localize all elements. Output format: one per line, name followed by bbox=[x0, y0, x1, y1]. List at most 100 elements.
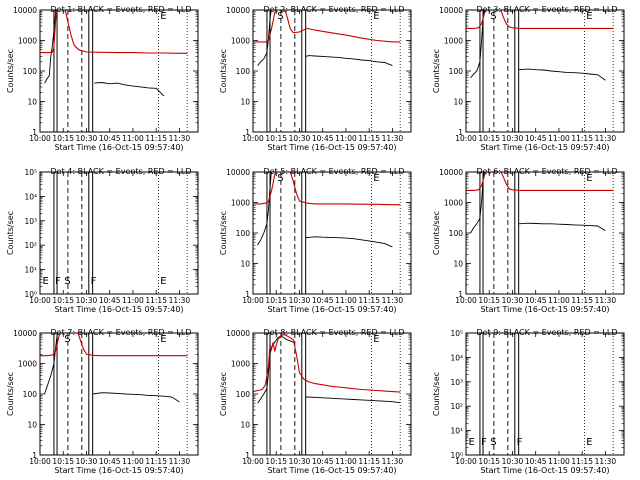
x-tick-label: 10:15 bbox=[52, 134, 74, 143]
x-tick-label: 11:00 bbox=[122, 457, 144, 466]
y-tick-label: 10 bbox=[453, 260, 463, 269]
y-tick-label: 100 bbox=[23, 390, 38, 399]
marker-label: S bbox=[490, 437, 496, 448]
plot-area: E bbox=[466, 172, 614, 294]
events-series-line bbox=[94, 82, 165, 97]
marker-label: F bbox=[517, 437, 523, 448]
panel-det-7: Det 7: BLACK = Events, RED = LLDCounts/s… bbox=[6, 328, 199, 475]
x-tick-label: 11:00 bbox=[335, 457, 357, 466]
y-axis-label: Counts/sec bbox=[6, 372, 15, 416]
marker-label: F bbox=[91, 276, 97, 287]
marker-label: S bbox=[277, 173, 283, 184]
x-axis-label: Start Time (16-Oct-15 09:57:40) bbox=[54, 305, 183, 314]
x-tick-label: 10:15 bbox=[265, 457, 287, 466]
y-tick-label: 10000 bbox=[226, 6, 250, 15]
x-tick-label: 11:15 bbox=[571, 134, 593, 143]
x-tick-label: 11:30 bbox=[382, 296, 404, 305]
y-tick-label: 10000 bbox=[13, 329, 37, 338]
x-tick-label: 11:30 bbox=[169, 296, 191, 305]
y-tick-label: 10000 bbox=[439, 168, 463, 177]
lld-series-line bbox=[40, 333, 188, 357]
x-tick-label: 11:30 bbox=[595, 296, 617, 305]
marker-label: S bbox=[64, 334, 70, 345]
x-tick-label: 10:00 bbox=[455, 457, 477, 466]
events-series-line bbox=[305, 236, 393, 248]
y-axis-label: Counts/sec bbox=[432, 211, 441, 255]
x-tick-label: 10:30 bbox=[289, 457, 311, 466]
marker-label: E bbox=[586, 437, 592, 448]
y-tick-label: 100 bbox=[236, 390, 251, 399]
events-series-line bbox=[44, 333, 59, 395]
marker-label: E bbox=[43, 276, 49, 287]
y-axis-label: Counts/sec bbox=[432, 372, 441, 416]
plot-area: E bbox=[253, 333, 401, 455]
x-tick-label: 11:00 bbox=[122, 134, 144, 143]
y-tick-label: 10 bbox=[240, 260, 250, 269]
y-tick-label: 10 bbox=[453, 98, 463, 107]
x-tick-label: 10:15 bbox=[478, 134, 500, 143]
events-series-line bbox=[470, 10, 485, 79]
marker-label: E bbox=[160, 276, 166, 287]
panel-det-4: Det 4: BLACK = Events, RED = LLDCounts/s… bbox=[6, 167, 199, 314]
y-tick-label: 10⁴ bbox=[450, 353, 463, 362]
lld-series-line bbox=[40, 10, 188, 54]
y-tick-label: 1 bbox=[245, 128, 250, 137]
plot-area: E bbox=[40, 10, 188, 132]
y-tick-label: 100 bbox=[236, 229, 251, 238]
x-tick-label: 11:15 bbox=[358, 296, 380, 305]
x-tick-label: 11:00 bbox=[548, 457, 570, 466]
x-tick-label: 10:45 bbox=[312, 457, 334, 466]
y-tick-label: 10⁴ bbox=[24, 192, 37, 201]
x-tick-label: 10:45 bbox=[525, 457, 547, 466]
y-tick-label: 100 bbox=[236, 67, 251, 76]
x-tick-label: 10:45 bbox=[525, 296, 547, 305]
x-axis-label: Start Time (16-Oct-15 09:57:40) bbox=[267, 466, 396, 475]
events-series-line bbox=[305, 396, 401, 404]
marker-label: E bbox=[586, 11, 592, 22]
y-tick-label: 1000 bbox=[18, 37, 37, 46]
x-tick-label: 10:30 bbox=[289, 134, 311, 143]
panel-det-9: Det 9: BLACK = Events, RED = LLDCounts/s… bbox=[432, 328, 625, 475]
events-series-line bbox=[257, 10, 272, 66]
y-tick-label: 10⁵ bbox=[450, 329, 463, 338]
y-tick-label: 100 bbox=[23, 67, 38, 76]
plot-frame bbox=[39, 171, 199, 295]
x-tick-label: 10:45 bbox=[525, 134, 547, 143]
y-tick-label: 1 bbox=[245, 290, 250, 299]
x-tick-label: 11:00 bbox=[335, 296, 357, 305]
x-tick-label: 11:00 bbox=[548, 134, 570, 143]
y-axis-label: Counts/sec bbox=[6, 49, 15, 93]
x-axis-label: Start Time (16-Oct-15 09:57:40) bbox=[480, 466, 609, 475]
y-tick-label: 10⁵ bbox=[24, 168, 37, 177]
y-tick-label: 1000 bbox=[444, 199, 463, 208]
plot-frame bbox=[252, 171, 412, 295]
lld-series-line bbox=[253, 10, 401, 43]
y-tick-label: 10⁰ bbox=[24, 290, 37, 299]
marker-label: E bbox=[469, 437, 475, 448]
x-tick-label: 10:00 bbox=[29, 296, 51, 305]
x-tick-label: 10:15 bbox=[265, 134, 287, 143]
x-tick-label: 10:00 bbox=[455, 134, 477, 143]
y-tick-label: 1 bbox=[245, 451, 250, 460]
y-tick-label: 10000 bbox=[226, 329, 250, 338]
x-tick-label: 11:30 bbox=[169, 457, 191, 466]
x-tick-label: 10:45 bbox=[99, 457, 121, 466]
lld-series-line bbox=[253, 333, 401, 393]
y-tick-label: 10² bbox=[450, 402, 463, 411]
x-tick-label: 11:00 bbox=[548, 296, 570, 305]
x-tick-label: 10:30 bbox=[76, 296, 98, 305]
y-tick-label: 10000 bbox=[226, 168, 250, 177]
y-tick-label: 1 bbox=[32, 451, 37, 460]
x-tick-label: 10:45 bbox=[312, 296, 334, 305]
marker-label: S bbox=[277, 11, 283, 22]
events-series-line bbox=[470, 172, 485, 234]
x-tick-label: 11:30 bbox=[595, 134, 617, 143]
marker-label: E bbox=[373, 173, 379, 184]
x-tick-label: 11:30 bbox=[595, 457, 617, 466]
x-tick-label: 11:00 bbox=[335, 134, 357, 143]
lld-series-line bbox=[253, 172, 401, 206]
